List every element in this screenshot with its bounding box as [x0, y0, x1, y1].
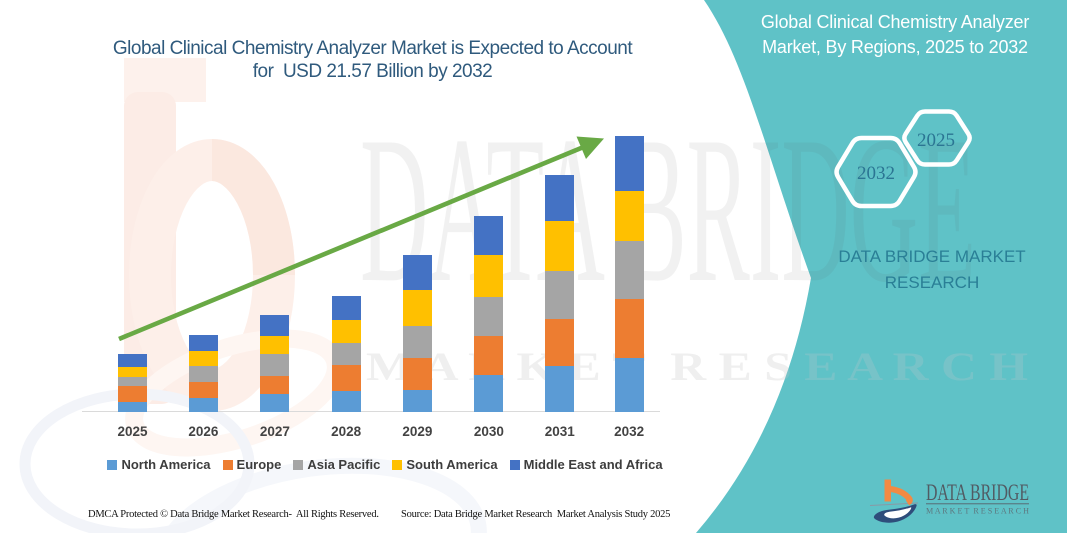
svg-text:DATA BRIDGE: DATA BRIDGE [926, 480, 1029, 505]
svg-text:2032: 2032 [857, 163, 895, 184]
svg-text:M A R K E T R E S E A R C H: M A R K E T R E S E A R C H [926, 506, 1029, 516]
svg-text:2025: 2025 [917, 130, 955, 151]
svg-text:DATA BRIDGE: DATA BRIDGE [360, 94, 976, 326]
